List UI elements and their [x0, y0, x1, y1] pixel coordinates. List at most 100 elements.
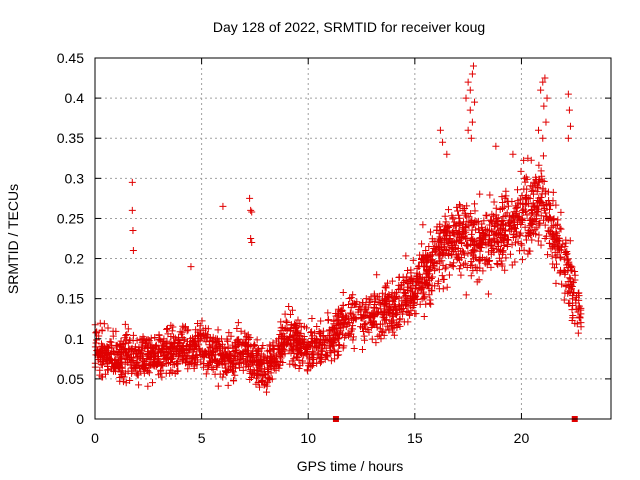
- data-point: [403, 308, 411, 316]
- data-point: [484, 290, 492, 298]
- data-point: [468, 70, 476, 78]
- data-point: [179, 334, 187, 342]
- data-point: [426, 270, 434, 278]
- data-point: [460, 261, 468, 269]
- data-point: [97, 340, 105, 348]
- data-point: [501, 231, 509, 239]
- data-point: [509, 150, 517, 158]
- data-point: [214, 382, 222, 390]
- data-point: [497, 221, 505, 229]
- data-point: [190, 362, 198, 370]
- data-point: [186, 342, 194, 350]
- data-point: [447, 250, 455, 258]
- data-point: [526, 194, 534, 202]
- data-point: [273, 357, 281, 365]
- data-point: [97, 350, 105, 358]
- data-point: [330, 342, 338, 350]
- data-point: [170, 339, 178, 347]
- data-point: [396, 302, 404, 310]
- data-point: [505, 219, 513, 227]
- data-point: [418, 240, 426, 248]
- data-point: [540, 205, 548, 213]
- data-point: [430, 262, 438, 270]
- data-point: [167, 366, 175, 374]
- data-point: [390, 323, 398, 331]
- data-point: [158, 342, 166, 350]
- data-point: [207, 358, 215, 366]
- data-point: [247, 206, 255, 214]
- data-point: [254, 379, 262, 387]
- data-point: [498, 217, 506, 225]
- data-point: [219, 345, 227, 353]
- y-tick-label: 0.25: [57, 210, 84, 226]
- data-point: [378, 289, 386, 297]
- data-point: [380, 307, 388, 315]
- data-point: [349, 310, 357, 318]
- x-axis-label: GPS time / hours: [297, 458, 404, 474]
- data-point: [348, 325, 356, 333]
- data-point: [151, 347, 159, 355]
- data-point: [539, 134, 547, 142]
- data-point: [189, 353, 197, 361]
- data-point: [179, 344, 187, 352]
- data-point: [133, 350, 141, 358]
- data-point: [497, 257, 505, 265]
- data-point: [204, 361, 212, 369]
- data-point: [523, 185, 531, 193]
- data-point: [568, 306, 576, 314]
- data-point: [449, 215, 457, 223]
- data-point: [315, 355, 323, 363]
- data-point: [287, 324, 295, 332]
- data-point: [547, 245, 555, 253]
- data-point: [533, 196, 541, 204]
- data-point: [566, 122, 574, 130]
- data-point: [420, 294, 428, 302]
- data-point: [538, 172, 546, 180]
- data-point: [189, 337, 197, 345]
- data-point: [338, 313, 346, 321]
- data-point: [574, 329, 582, 337]
- data-point: [281, 342, 289, 350]
- data-point: [361, 336, 369, 344]
- data-point: [267, 363, 275, 371]
- data-point: [471, 207, 479, 215]
- data-point: [254, 357, 262, 365]
- data-point: [566, 274, 574, 282]
- data-point: [151, 333, 159, 341]
- data-point: [425, 243, 433, 251]
- data-point: [544, 188, 552, 196]
- data-point: [308, 314, 316, 322]
- data-point: [330, 317, 338, 325]
- data-point: [126, 336, 134, 344]
- data-point: [499, 247, 507, 255]
- data-point: [135, 354, 143, 362]
- data-point: [462, 291, 470, 299]
- data-point: [457, 238, 465, 246]
- data-point: [231, 343, 239, 351]
- data-point: [456, 202, 464, 210]
- data-point: [564, 267, 572, 275]
- data-point: [349, 336, 357, 344]
- data-point: [498, 198, 506, 206]
- data-point: [374, 293, 382, 301]
- data-point: [510, 231, 518, 239]
- data-point: [339, 301, 347, 309]
- data-point: [433, 226, 441, 234]
- data-point: [128, 178, 136, 186]
- data-point: [275, 335, 283, 343]
- data-point: [167, 343, 175, 351]
- data-point: [498, 262, 506, 270]
- data-point: [133, 336, 141, 344]
- data-point: [522, 236, 530, 244]
- data-point: [237, 327, 245, 335]
- data-point: [440, 243, 448, 251]
- data-point: [230, 368, 238, 376]
- data-point: [521, 194, 529, 202]
- data-point: [340, 342, 348, 350]
- data-point: [206, 343, 214, 351]
- data-point: [438, 272, 446, 280]
- data-point: [468, 216, 476, 224]
- data-point: [531, 203, 539, 211]
- data-point: [414, 273, 422, 281]
- data-point: [494, 261, 502, 269]
